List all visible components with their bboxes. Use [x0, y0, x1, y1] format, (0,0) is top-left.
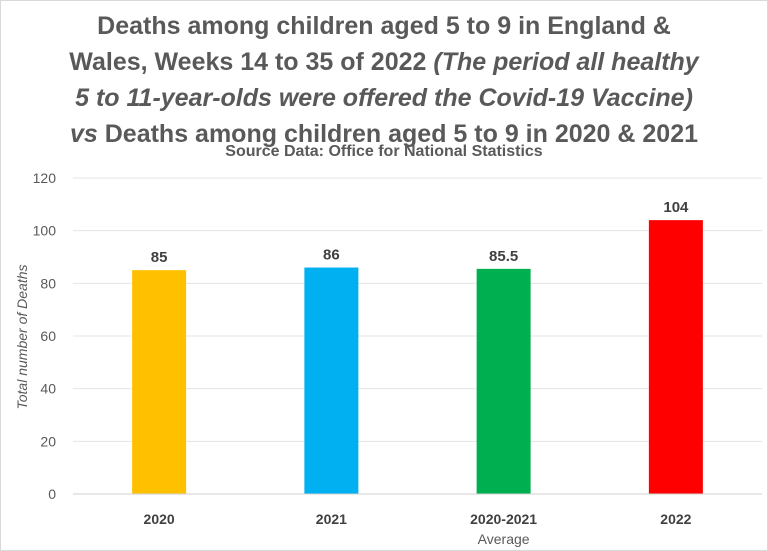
x-category-label: 2022 [660, 511, 691, 527]
x-category-label: 2020 [144, 511, 175, 527]
chart-title: Deaths among children aged 5 to 9 in Eng… [0, 8, 768, 152]
title-line-2-plain: Wales, Weeks 14 to 35 of 2022 [69, 48, 434, 76]
y-tick-label: 60 [40, 328, 56, 344]
gridlines [73, 177, 762, 442]
title-line-4-italic: vs [69, 120, 98, 148]
title-line-4-plain: Deaths among children aged 5 to 9 in 202… [97, 120, 699, 148]
data-label-2022: 104 [663, 199, 689, 216]
y-tick-label: 40 [40, 381, 56, 397]
title-line-3: 5 to 11-year-olds were offered the Covid… [0, 80, 768, 116]
x-category-label: 2020-2021 [470, 511, 537, 527]
y-tick-label: 0 [48, 486, 56, 502]
data-labels: 85 86 85.5 104 [151, 199, 689, 266]
title-line-4: vs Deaths among children aged 5 to 9 in … [0, 116, 768, 152]
y-tick-label: 120 [33, 170, 57, 186]
bar-2022 [648, 220, 703, 494]
data-label-2020: 85 [151, 249, 168, 266]
y-tick-label: 100 [33, 223, 57, 239]
title-line-3-italic: 5 to 11-year-olds were offered the Covid… [75, 84, 693, 112]
title-line-2-italic: (The period all healthy [433, 48, 699, 76]
y-tick-label: 80 [40, 275, 56, 291]
bars [132, 220, 703, 494]
y-axis-ticks: 0 20 40 60 80 100 120 [33, 170, 57, 502]
bar-2020-2021 [476, 268, 531, 494]
bar-2020 [132, 270, 187, 494]
chart-subtitle: Source Data: Office for National Statist… [225, 143, 543, 160]
data-label-2020-2021: 85.5 [489, 248, 518, 265]
title-line-1: Deaths among children aged 5 to 9 in Eng… [97, 12, 671, 40]
y-tick-label: 20 [40, 433, 56, 449]
x-category-sublabel: Average [478, 531, 530, 547]
x-axis-categories: 2020 2021 2020-2021 Average 2022 [144, 511, 692, 547]
data-label-2021: 86 [323, 247, 340, 264]
title-line-2: Wales, Weeks 14 to 35 of 2022 (The perio… [0, 44, 768, 80]
x-category-label: 2021 [316, 511, 347, 527]
bar-2021 [304, 267, 359, 494]
